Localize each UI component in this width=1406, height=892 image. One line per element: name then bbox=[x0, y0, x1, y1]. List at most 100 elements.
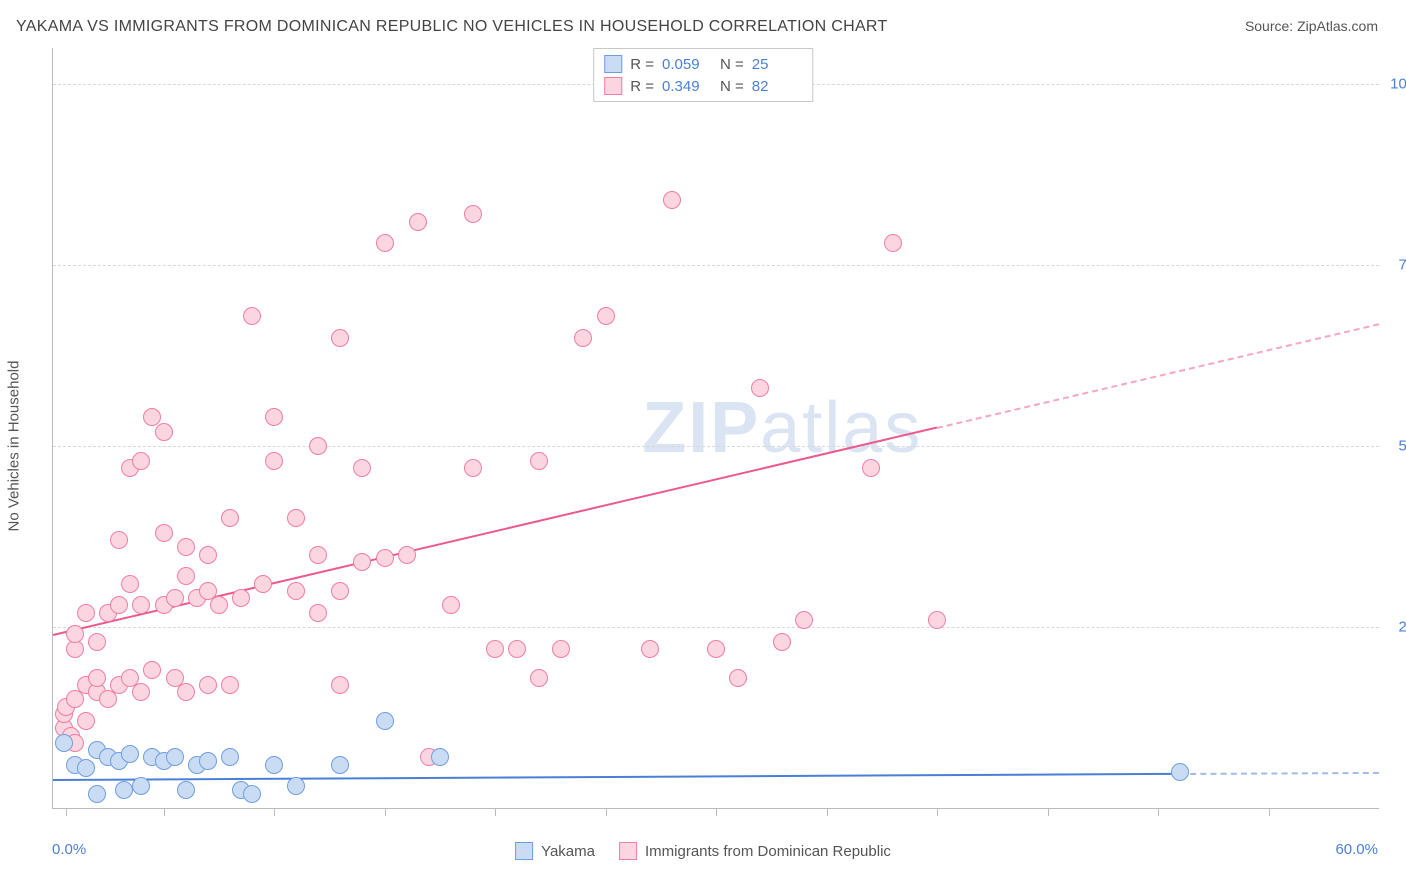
data-point-dominican bbox=[221, 509, 239, 527]
data-point-yakama bbox=[199, 752, 217, 770]
data-point-yakama bbox=[55, 734, 73, 752]
data-point-dominican bbox=[287, 509, 305, 527]
data-point-yakama bbox=[1171, 763, 1189, 781]
x-tick bbox=[274, 808, 275, 816]
data-point-dominican bbox=[442, 596, 460, 614]
data-point-dominican bbox=[221, 676, 239, 694]
legend-label-yakama: Yakama bbox=[541, 843, 595, 860]
data-point-dominican bbox=[530, 669, 548, 687]
data-point-dominican bbox=[132, 683, 150, 701]
data-point-dominican bbox=[409, 213, 427, 231]
chart-container: YAKAMA VS IMMIGRANTS FROM DOMINICAN REPU… bbox=[0, 0, 1406, 892]
data-point-dominican bbox=[331, 676, 349, 694]
data-point-dominican bbox=[574, 329, 592, 347]
data-point-dominican bbox=[707, 640, 725, 658]
data-point-dominican bbox=[464, 459, 482, 477]
data-point-dominican bbox=[663, 191, 681, 209]
y-tick-label: 75.0% bbox=[1398, 257, 1406, 274]
data-point-yakama bbox=[287, 777, 305, 795]
data-point-dominican bbox=[265, 408, 283, 426]
data-point-dominican bbox=[265, 452, 283, 470]
data-point-dominican bbox=[376, 549, 394, 567]
r-label: R = bbox=[630, 56, 654, 73]
data-point-yakama bbox=[331, 756, 349, 774]
data-point-dominican bbox=[331, 582, 349, 600]
data-point-dominican bbox=[177, 567, 195, 585]
data-point-dominican bbox=[210, 596, 228, 614]
x-tick bbox=[937, 808, 938, 816]
data-point-yakama bbox=[431, 748, 449, 766]
x-tick bbox=[66, 808, 67, 816]
data-point-dominican bbox=[331, 329, 349, 347]
y-tick-label: 25.0% bbox=[1398, 619, 1406, 636]
data-point-dominican bbox=[88, 669, 106, 687]
data-point-dominican bbox=[641, 640, 659, 658]
data-point-dominican bbox=[486, 640, 504, 658]
data-point-dominican bbox=[155, 524, 173, 542]
r-label: R = bbox=[630, 78, 654, 95]
data-point-yakama bbox=[88, 785, 106, 803]
plot-area: ZIPatlas 25.0%50.0%75.0%100.0% bbox=[52, 48, 1379, 809]
x-tick bbox=[827, 808, 828, 816]
data-point-yakama bbox=[166, 748, 184, 766]
data-point-dominican bbox=[309, 604, 327, 622]
data-point-yakama bbox=[221, 748, 239, 766]
data-point-yakama bbox=[177, 781, 195, 799]
data-point-dominican bbox=[77, 604, 95, 622]
data-point-dominican bbox=[66, 625, 84, 643]
data-point-dominican bbox=[597, 307, 615, 325]
swatch-yakama bbox=[515, 842, 533, 860]
y-tick-label: 50.0% bbox=[1398, 438, 1406, 455]
gridline bbox=[53, 265, 1379, 266]
x-tick bbox=[716, 808, 717, 816]
watermark-zip: ZIP bbox=[642, 388, 760, 468]
swatch-dominican bbox=[619, 842, 637, 860]
data-point-dominican bbox=[376, 234, 394, 252]
y-axis-label: No Vehicles in Household bbox=[6, 361, 23, 532]
data-point-dominican bbox=[166, 589, 184, 607]
data-point-dominican bbox=[199, 546, 217, 564]
x-tick bbox=[1269, 808, 1270, 816]
x-tick bbox=[164, 808, 165, 816]
data-point-dominican bbox=[751, 379, 769, 397]
x-tick bbox=[385, 808, 386, 816]
x-tick bbox=[495, 808, 496, 816]
data-point-dominican bbox=[884, 234, 902, 252]
gridline bbox=[53, 627, 1379, 628]
data-point-dominican bbox=[862, 459, 880, 477]
data-point-dominican bbox=[508, 640, 526, 658]
data-point-dominican bbox=[243, 307, 261, 325]
trendline bbox=[53, 427, 937, 636]
n-label: N = bbox=[720, 78, 744, 95]
data-point-dominican bbox=[254, 575, 272, 593]
data-point-dominican bbox=[464, 205, 482, 223]
r-value-dominican: 0.349 bbox=[662, 78, 712, 95]
data-point-dominican bbox=[530, 452, 548, 470]
data-point-dominican bbox=[121, 575, 139, 593]
data-point-dominican bbox=[773, 633, 791, 651]
data-point-dominican bbox=[232, 589, 250, 607]
data-point-dominican bbox=[132, 596, 150, 614]
n-label: N = bbox=[720, 56, 744, 73]
x-tick bbox=[1048, 808, 1049, 816]
data-point-dominican bbox=[795, 611, 813, 629]
chart-title: YAKAMA VS IMMIGRANTS FROM DOMINICAN REPU… bbox=[16, 18, 888, 36]
data-point-dominican bbox=[177, 538, 195, 556]
data-point-dominican bbox=[110, 596, 128, 614]
data-point-dominican bbox=[177, 683, 195, 701]
bottom-legend: Yakama Immigrants from Dominican Republi… bbox=[515, 842, 891, 860]
data-point-dominican bbox=[199, 676, 217, 694]
data-point-dominican bbox=[287, 582, 305, 600]
legend-item-yakama: Yakama bbox=[515, 842, 595, 860]
data-point-yakama bbox=[265, 756, 283, 774]
data-point-dominican bbox=[928, 611, 946, 629]
x-tick bbox=[1158, 808, 1159, 816]
data-point-dominican bbox=[729, 669, 747, 687]
y-tick-label: 100.0% bbox=[1390, 76, 1406, 93]
legend-item-dominican: Immigrants from Dominican Republic bbox=[619, 842, 891, 860]
stats-legend-box: R = 0.059 N = 25 R = 0.349 N = 82 bbox=[593, 48, 813, 102]
trendline bbox=[53, 773, 1180, 781]
swatch-dominican bbox=[604, 77, 622, 95]
data-point-dominican bbox=[132, 452, 150, 470]
trendline bbox=[1180, 772, 1379, 775]
